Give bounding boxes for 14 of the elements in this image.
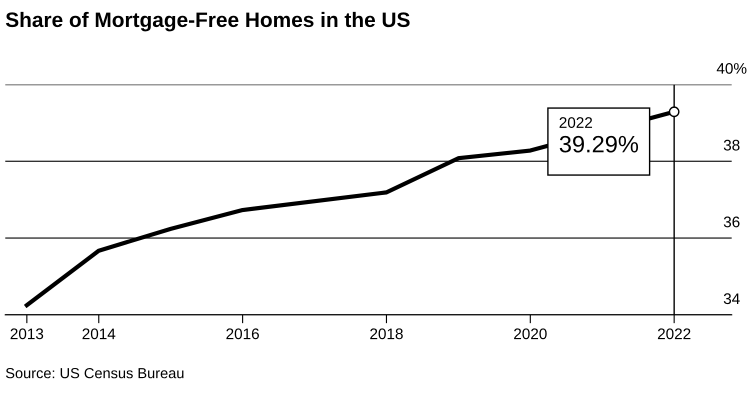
x-tick-label: 2014 (82, 328, 116, 340)
x-tick-label: 2013 (10, 328, 44, 340)
annotation: 2022 (560, 117, 592, 128)
y-tick-label: 40% (716, 63, 746, 74)
y-tick-label: 34 (724, 293, 740, 304)
source-note: Source: US Census Bureau (6, 368, 184, 378)
x-tick-label: 2022 (658, 328, 690, 340)
y-tick-label: 36 (724, 216, 740, 228)
x-tick-label: 2018 (370, 328, 403, 340)
y-tick-label: 38 (724, 140, 740, 151)
x-tick-label: 2020 (514, 328, 547, 340)
x-tick-label: 2016 (226, 328, 259, 340)
chart-title: Share of Mortgage-Free Homes in the US (6, 12, 410, 32)
annotation: 39.29% (560, 136, 638, 153)
